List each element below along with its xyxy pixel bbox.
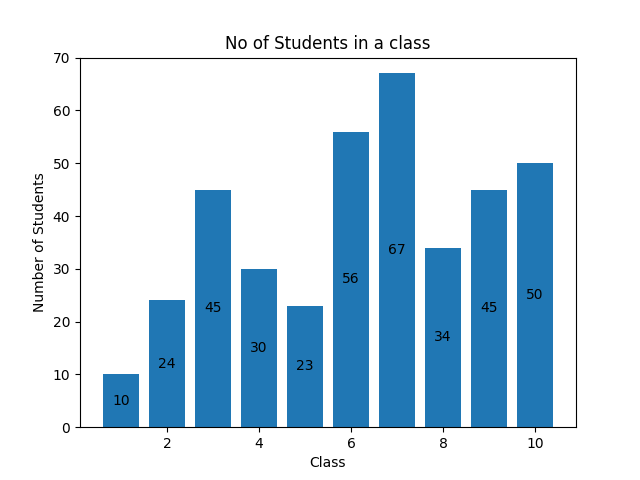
Text: 50: 50 <box>526 288 544 302</box>
Bar <box>102 374 140 427</box>
Text: 56: 56 <box>342 272 360 287</box>
Text: 23: 23 <box>296 360 314 373</box>
Bar <box>424 248 461 427</box>
Text: 24: 24 <box>158 357 176 371</box>
Text: 30: 30 <box>250 341 268 355</box>
Text: 45: 45 <box>204 301 221 315</box>
X-axis label: Class: Class <box>310 456 346 470</box>
Bar <box>287 306 323 427</box>
Text: 10: 10 <box>112 394 130 408</box>
Text: 45: 45 <box>480 301 498 315</box>
Title: No of Students in a class: No of Students in a class <box>225 35 431 53</box>
Bar <box>195 190 232 427</box>
Bar <box>379 73 415 427</box>
Bar <box>241 269 277 427</box>
Y-axis label: Number of Students: Number of Students <box>33 172 47 312</box>
Text: 67: 67 <box>388 243 406 257</box>
Bar <box>148 300 186 427</box>
Bar <box>470 190 508 427</box>
Text: 34: 34 <box>435 330 452 345</box>
Bar <box>333 132 369 427</box>
Bar <box>516 163 554 427</box>
